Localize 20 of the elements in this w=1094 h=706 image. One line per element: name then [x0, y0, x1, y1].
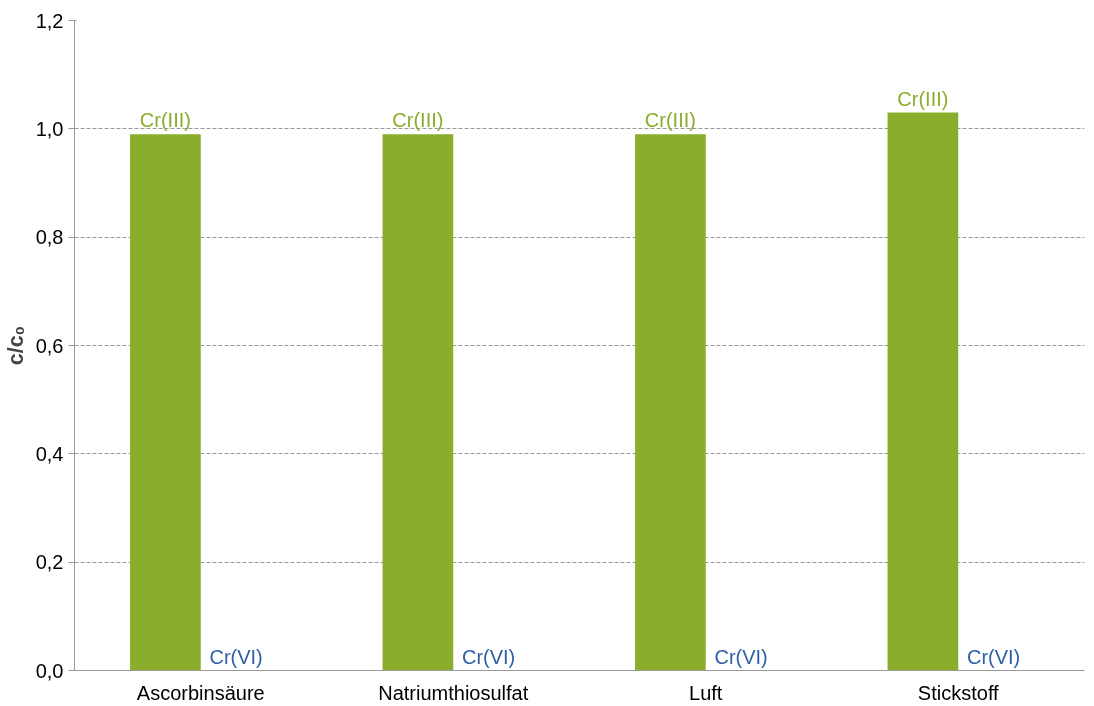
text: Cr(III): [897, 87, 949, 110]
text: Cr(VI): [966, 645, 1021, 668]
text: Cr(VI): [461, 645, 516, 668]
x-tick-label: Stickstoff: [917, 681, 1000, 704]
series-label: Cr(III): [139, 109, 191, 132]
y-tick-label: 0,8: [35, 226, 64, 249]
text: Cr(III): [392, 109, 444, 132]
y-tick-label: 0,2: [35, 551, 64, 574]
y-tick-label: 0,4: [35, 442, 64, 465]
x-tick-label: Natriumthiosulfat: [378, 681, 529, 704]
x-tick-label: Ascorbinsäure: [136, 681, 265, 704]
text: Cr(VI): [714, 645, 768, 668]
legend-label: Cr(VI): [209, 645, 263, 668]
y-tick-label: 1,0: [35, 117, 64, 140]
y-tick-label: 1,2: [35, 9, 64, 32]
y-tick-label: 0,6: [35, 334, 64, 357]
x-tick-label: Luft: [689, 681, 723, 704]
text: Cr(III): [644, 109, 696, 132]
y-axis-title: c/c₀: [3, 325, 28, 366]
y-tick-label: 0,0: [35, 659, 64, 682]
